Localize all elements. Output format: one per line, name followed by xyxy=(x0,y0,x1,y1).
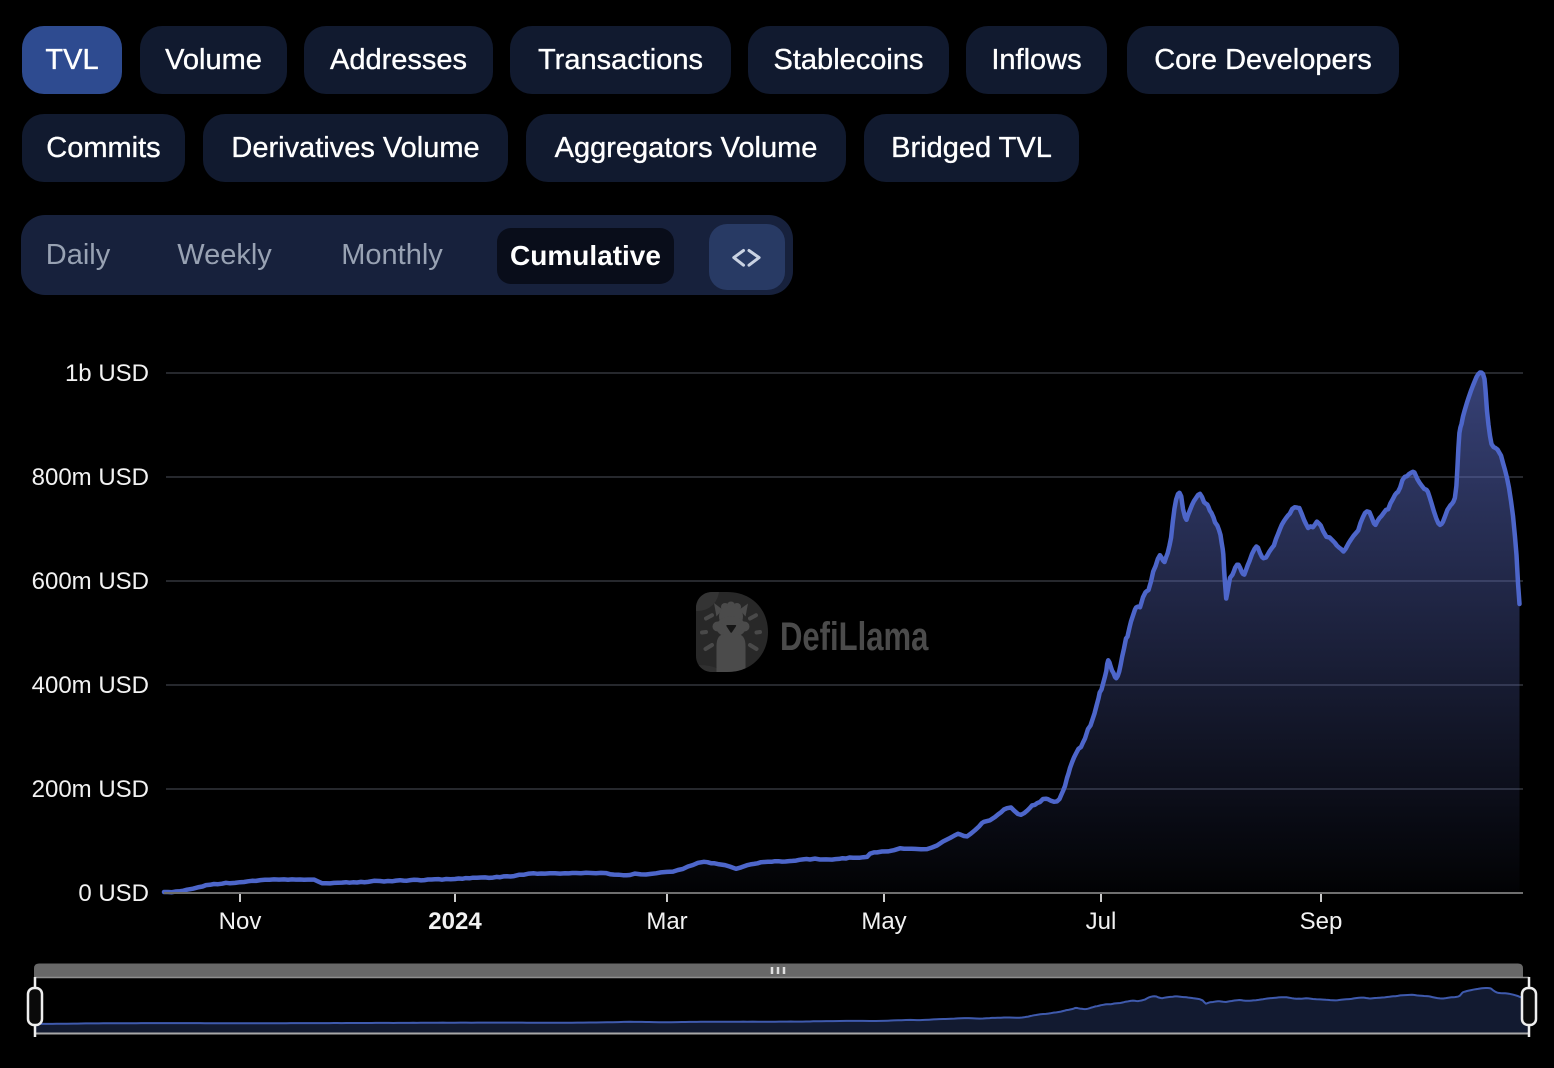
svg-text:Sep: Sep xyxy=(1300,908,1343,935)
svg-text:400m USD: 400m USD xyxy=(32,672,149,699)
svg-text:DefiLlama: DefiLlama xyxy=(780,614,929,659)
svg-text:600m USD: 600m USD xyxy=(32,568,149,595)
svg-text:Jul: Jul xyxy=(1086,908,1117,935)
svg-text:Mar: Mar xyxy=(646,908,687,935)
svg-text:800m USD: 800m USD xyxy=(32,464,149,491)
svg-text:1b USD: 1b USD xyxy=(65,360,149,387)
svg-text:0 USD: 0 USD xyxy=(78,880,149,907)
svg-text:May: May xyxy=(861,908,906,935)
svg-text:200m USD: 200m USD xyxy=(32,776,149,803)
svg-text:Nov: Nov xyxy=(219,908,262,935)
svg-text:2024: 2024 xyxy=(428,908,482,935)
